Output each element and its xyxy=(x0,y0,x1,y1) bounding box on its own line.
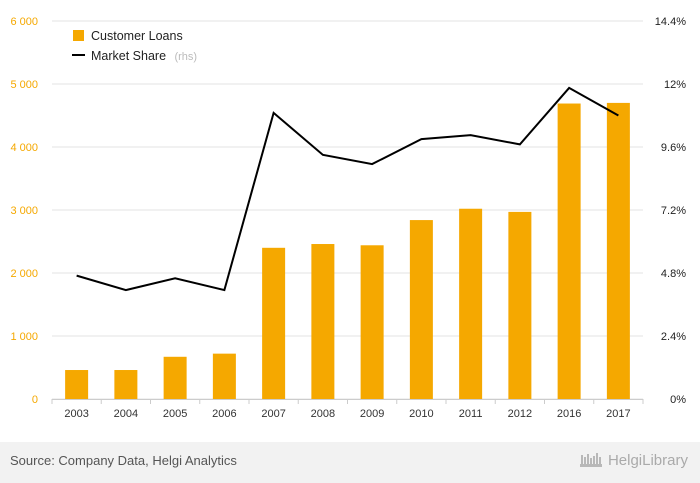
bar-2005 xyxy=(163,356,187,399)
x-tick-label-2008: 2008 xyxy=(311,408,335,420)
bar-2017 xyxy=(606,102,630,400)
legend-series-name: Market Share xyxy=(91,49,166,63)
bar-2007 xyxy=(262,247,286,399)
y-left-tick-label-2: 2 000 xyxy=(10,268,38,280)
y-right-tick-label-1: 2.4% xyxy=(661,331,686,343)
source-text: Source: Company Data, Helgi Analytics xyxy=(10,453,237,468)
bar-2010 xyxy=(409,220,433,399)
legend-label-market-share: Market Share (rhs) xyxy=(91,47,197,64)
x-tick-label-2007: 2007 xyxy=(261,408,285,420)
y-right-tick-label-3: 7.2% xyxy=(661,205,686,217)
y-left-tick-label-6: 6 000 xyxy=(10,16,38,28)
footer: Source: Company Data, Helgi Analytics He… xyxy=(0,442,700,483)
y-right-tick-label-6: 14.4% xyxy=(655,16,686,28)
legend-label-customer-loans: Customer Loans xyxy=(91,29,183,43)
x-tick-label-2005: 2005 xyxy=(163,408,187,420)
bar-2016 xyxy=(557,103,581,399)
x-tick-label-2016: 2016 xyxy=(557,408,581,420)
x-tick-label-2011: 2011 xyxy=(459,408,483,420)
y-right-tick-label-4: 9.6% xyxy=(661,142,686,154)
library-icon xyxy=(579,453,602,467)
y-right-tick-label-0: 0% xyxy=(670,394,686,406)
bar-2004 xyxy=(114,370,138,399)
y-left-tick-label-5: 5 000 xyxy=(10,79,38,91)
x-tick-label-2009: 2009 xyxy=(360,408,384,420)
y-right-tick-label-2: 4.8% xyxy=(661,268,686,280)
y-axis-left: 0 1 000 2 000 3 000 4 000 5 000 6 000 xyxy=(10,16,38,406)
market-share-line xyxy=(76,86,619,292)
y-left-tick-label-0: 0 xyxy=(32,394,38,406)
y-left-tick-label-3: 3 000 xyxy=(10,205,38,217)
bar-2006 xyxy=(212,353,236,399)
x-tick-label-2003: 2003 xyxy=(64,408,88,420)
x-tick-label-2004: 2004 xyxy=(114,408,138,420)
brand-logo[interactable]: HelgiLibrary xyxy=(579,450,688,470)
bar-2009 xyxy=(360,245,384,399)
y-left-tick-label-4: 4 000 xyxy=(10,142,38,154)
legend-rhs-suffix: (rhs) xyxy=(174,51,197,63)
gridlines xyxy=(52,20,643,400)
y-left-tick-label-1: 1 000 xyxy=(10,331,38,343)
bar-2003 xyxy=(65,370,89,399)
bar-series xyxy=(65,102,630,400)
bar-2008 xyxy=(311,244,335,399)
legend: Customer Loans Market Share (rhs) xyxy=(72,29,197,64)
bar-2011 xyxy=(459,208,483,399)
x-tick-label-2017: 2017 xyxy=(606,408,630,420)
bar-2012 xyxy=(508,211,532,399)
brand-name: HelgiLibrary xyxy=(607,451,688,469)
x-tick-label-2010: 2010 xyxy=(409,408,433,420)
x-tick-label-2006: 2006 xyxy=(212,408,236,420)
y-right-tick-label-5: 12% xyxy=(664,79,686,91)
y-axis-right: 0% 2.4% 4.8% 7.2% 9.6% 12% 14.4% xyxy=(655,16,686,406)
legend-swatch-customer-loans xyxy=(73,30,84,41)
chart: 2003 2004 2005 2006 2007 2008 2009 2010 2011 2012… xyxy=(10,16,686,420)
x-tick-label-2012: 2012 xyxy=(508,408,532,420)
line-series xyxy=(76,86,619,292)
x-axis: 2003 2004 2005 2006 2007 2008 2009 2010 2011 2012… xyxy=(51,399,644,420)
